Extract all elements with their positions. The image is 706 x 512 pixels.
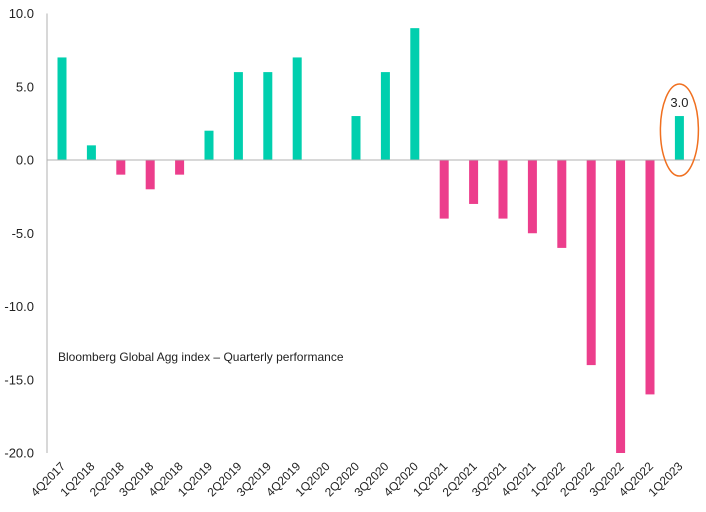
- y-tick-label: -15.0: [4, 372, 34, 387]
- bar-3Q2021: [498, 160, 508, 219]
- data-labels: 3.0: [659, 83, 700, 177]
- bar-2Q2018: [116, 160, 126, 175]
- bar-4Q2020: [410, 28, 420, 161]
- bar-1Q2023: [674, 116, 684, 160]
- y-tick-label: -20.0: [4, 446, 34, 461]
- y-tick-label: -5.0: [12, 226, 34, 241]
- bar-3Q2018: [145, 160, 155, 190]
- bar-4Q2017: [57, 57, 67, 161]
- bar-2Q2021: [469, 160, 479, 204]
- bar-1Q2021: [439, 160, 449, 219]
- bar-3Q2020: [380, 72, 390, 160]
- y-tick-label: -10.0: [4, 299, 34, 314]
- bar-2Q2019: [233, 72, 243, 160]
- bar-2Q2020: [351, 116, 361, 160]
- bar-4Q2021: [527, 160, 537, 234]
- bar-1Q2019: [204, 130, 214, 160]
- bar-4Q2022: [645, 160, 655, 395]
- bar-4Q2018: [175, 160, 185, 175]
- chart-annotation: Bloomberg Global Agg index – Quarterly p…: [58, 350, 344, 364]
- y-tick-label: 0.0: [16, 153, 34, 168]
- y-axis: 10.0 5.0 0.0 -5.0 -10.0 -15.0 -20.0: [4, 6, 48, 461]
- data-label: 3.0: [670, 95, 688, 110]
- bar-1Q2018: [86, 145, 96, 160]
- bar-4Q2019: [292, 57, 302, 161]
- bar-1Q2022: [557, 160, 567, 248]
- highlight-ellipse: [659, 83, 700, 177]
- bars: [57, 28, 684, 453]
- bar-3Q2022: [616, 160, 626, 453]
- x-axis: 4Q20171Q20182Q20183Q20184Q20181Q20192Q20…: [28, 159, 700, 499]
- bar-2Q2022: [586, 160, 596, 366]
- y-tick-label: 10.0: [9, 6, 34, 21]
- y-tick-label: 5.0: [16, 79, 34, 94]
- bar-3Q2019: [263, 72, 273, 160]
